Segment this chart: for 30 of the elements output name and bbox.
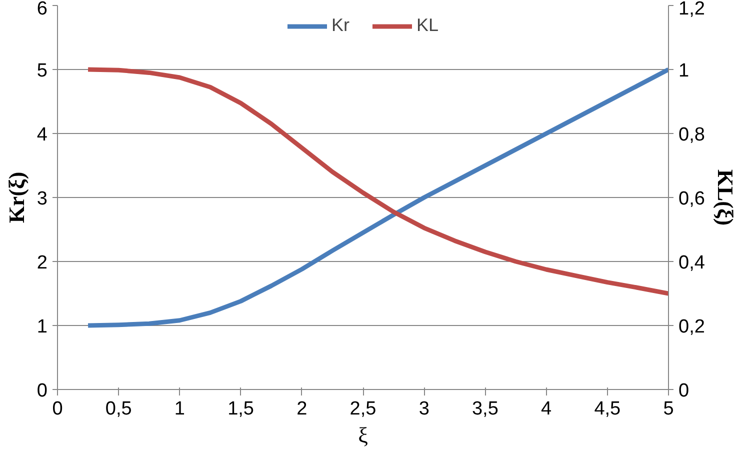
y2-tick-label: 0 [678,380,690,402]
y2-tick-label: 0,4 [678,252,706,274]
x-tick-label: 0,5 [105,398,132,420]
x-tick-label: 5 [663,398,674,420]
y2-tick-label: 1,2 [678,0,705,20]
x-tick-label: 3,5 [472,398,498,420]
x-tick-label: 4 [541,398,552,420]
y-tick-label: 2 [36,252,48,274]
x-tick-label: 0 [52,398,63,420]
y-tick-label: 6 [36,0,48,20]
y-tick-label: 0 [36,380,48,402]
y-tick-label: 3 [36,188,48,210]
x-tick-label: 3 [418,398,430,420]
legend-label: Kr [331,15,350,36]
y2-axis-title: KL(ξ) [712,169,738,226]
x-axis-title: ξ [358,422,368,448]
y2-tick-label: 0,6 [678,188,705,210]
x-tick-label: 1 [174,398,185,420]
y-tick-label: 1 [36,316,48,338]
y-tick-label: 4 [36,124,48,146]
x-tick-label: 4,5 [594,398,621,420]
y-axis-title: Kr(ξ) [4,172,29,224]
y-tick-label: 5 [36,60,48,82]
legend-label: KL [416,15,439,36]
x-tick-label: 2 [296,398,308,420]
y2-tick-label: 1 [678,60,690,82]
y2-tick-label: 0,2 [678,316,705,338]
y2-tick-label: 0,8 [678,124,705,146]
x-tick-label: 2,5 [350,398,376,420]
x-tick-label: 1,5 [228,398,254,420]
